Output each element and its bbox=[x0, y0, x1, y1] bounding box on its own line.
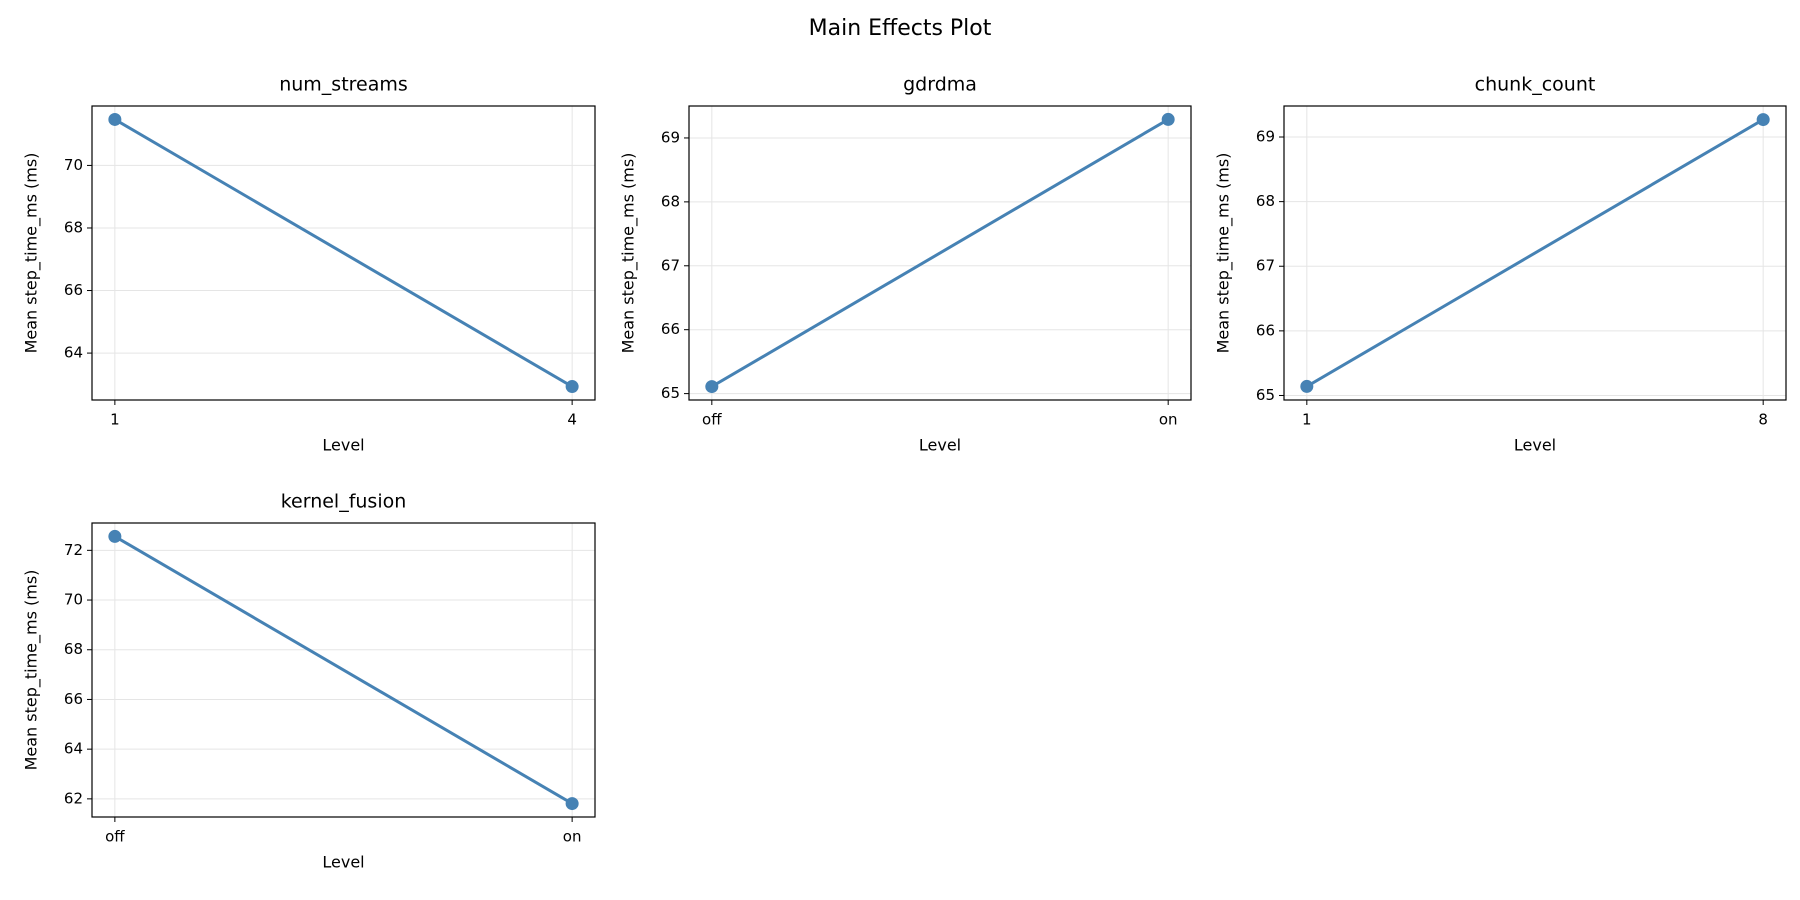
y-tick-label: 65 bbox=[1256, 386, 1275, 404]
figure-title: Main Effects Plot bbox=[809, 16, 992, 41]
x-tick-label: 1 bbox=[1302, 411, 1312, 429]
y-tick-label: 69 bbox=[1256, 128, 1275, 146]
x-tick-label: on bbox=[1159, 411, 1178, 429]
y-tick-label: 66 bbox=[661, 320, 680, 338]
line bbox=[711, 118, 1169, 388]
y-tick-label: 66 bbox=[64, 281, 83, 299]
y-axis-label: Mean step_time_ms (ms) bbox=[1214, 153, 1234, 354]
y-tick-label: 68 bbox=[1256, 192, 1275, 210]
y-tick-label: 67 bbox=[1256, 257, 1275, 275]
line bbox=[1306, 118, 1764, 388]
marker bbox=[108, 529, 122, 543]
marker bbox=[1756, 113, 1770, 127]
plot-frame bbox=[688, 105, 1192, 401]
subplot-title: chunk_count bbox=[1475, 74, 1596, 96]
x-tick-label: 8 bbox=[1758, 411, 1768, 429]
x-tick-label: on bbox=[563, 828, 582, 846]
y-tick-label: 66 bbox=[64, 690, 83, 708]
x-axis-label: Level bbox=[1514, 436, 1556, 455]
marker bbox=[1161, 112, 1175, 126]
x-axis-label: Level bbox=[919, 436, 961, 455]
x-tick-label: off bbox=[105, 828, 125, 846]
y-axis-label: Mean step_time_ms (ms) bbox=[22, 570, 42, 771]
plot-frame bbox=[91, 522, 596, 818]
x-axis-label: Level bbox=[322, 853, 364, 872]
plot-frame bbox=[1283, 105, 1787, 401]
y-tick-label: 65 bbox=[661, 384, 680, 402]
marker bbox=[705, 380, 719, 394]
y-tick-label: 70 bbox=[64, 591, 83, 609]
y-tick-label: 66 bbox=[1256, 321, 1275, 339]
y-tick-label: 64 bbox=[64, 344, 83, 362]
x-axis-label: Level bbox=[322, 436, 364, 455]
y-axis-label: Mean step_time_ms (ms) bbox=[619, 153, 639, 354]
line bbox=[114, 118, 573, 388]
subplot-title: gdrdma bbox=[903, 74, 977, 96]
y-tick-label: 72 bbox=[64, 541, 83, 559]
x-tick-label: 4 bbox=[567, 411, 577, 429]
x-tick-label: 1 bbox=[110, 411, 120, 429]
y-tick-label: 70 bbox=[64, 156, 83, 174]
y-tick-label: 62 bbox=[64, 789, 83, 807]
subplot-title: kernel_fusion bbox=[281, 491, 407, 513]
marker bbox=[1300, 379, 1314, 393]
marker bbox=[565, 797, 579, 811]
marker bbox=[108, 112, 122, 126]
y-tick-label: 64 bbox=[64, 740, 83, 758]
y-axis-label: Mean step_time_ms (ms) bbox=[22, 153, 42, 354]
y-tick-label: 68 bbox=[64, 218, 83, 236]
x-tick-label: off bbox=[702, 411, 722, 429]
subplot-title: num_streams bbox=[279, 74, 408, 96]
line bbox=[114, 535, 573, 805]
y-tick-label: 69 bbox=[661, 128, 680, 146]
y-tick-label: 68 bbox=[64, 640, 83, 658]
y-tick-label: 68 bbox=[661, 192, 680, 210]
plot-frame bbox=[91, 105, 596, 401]
y-tick-label: 67 bbox=[661, 256, 680, 274]
marker bbox=[565, 380, 579, 394]
